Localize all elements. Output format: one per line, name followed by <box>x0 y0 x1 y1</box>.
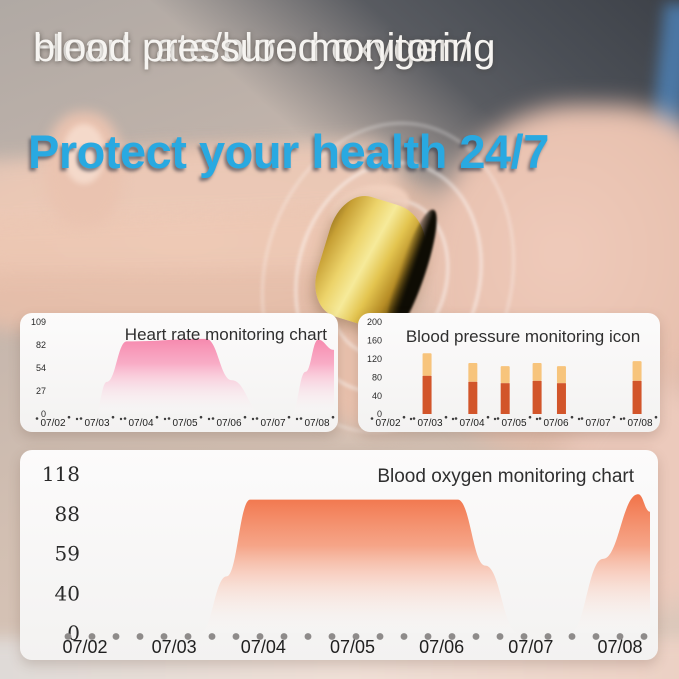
svg-text:200: 200 <box>367 317 382 327</box>
svg-text:109: 109 <box>31 317 46 327</box>
svg-text:07/04: 07/04 <box>459 418 484 429</box>
svg-text:07/07: 07/07 <box>585 418 610 429</box>
svg-text:59: 59 <box>55 542 80 566</box>
svg-text:0: 0 <box>41 409 46 419</box>
svg-text:27: 27 <box>36 386 46 396</box>
svg-text:07/07: 07/07 <box>260 418 285 429</box>
svg-text:07/02: 07/02 <box>375 418 400 429</box>
svg-text:07/07: 07/07 <box>508 637 553 657</box>
headline-line1: Heart rate/blood oxygen/ <box>33 26 472 70</box>
svg-text:07/05: 07/05 <box>172 418 197 429</box>
heart-rate-chart-svg: 0 27 54 82 109 07/02 07/03 07/04 07/05 07/06 07/07… <box>31 317 335 429</box>
heart-rate-chart-title: Heart rate monitoring chart <box>124 325 327 344</box>
svg-text:07/06: 07/06 <box>419 637 464 657</box>
svg-text:82: 82 <box>36 340 46 350</box>
svg-text:07/05: 07/05 <box>501 418 526 429</box>
svg-text:07/04: 07/04 <box>241 637 286 657</box>
svg-text:160: 160 <box>367 336 382 346</box>
svg-text:07/03: 07/03 <box>84 418 109 429</box>
svg-text:07/06: 07/06 <box>543 418 568 429</box>
svg-text:07/08: 07/08 <box>597 637 642 657</box>
svg-text:07/04: 07/04 <box>128 418 153 429</box>
blood-pressure-chart-title: Blood pressure monitoring icon <box>405 327 641 346</box>
blood-oxygen-chart-svg: 0 40 59 88 118 07/02 07/03 07/04 07/05 07/06 07/07… <box>42 462 650 657</box>
svg-text:118: 118 <box>42 462 80 486</box>
svg-text:80: 80 <box>372 372 382 382</box>
thumb-nail <box>63 124 105 184</box>
svg-text:120: 120 <box>367 354 382 364</box>
svg-text:0: 0 <box>377 409 382 419</box>
svg-text:07/08: 07/08 <box>304 418 329 429</box>
blood-oxygen-chart-panel: 0 40 59 88 118 07/02 07/03 07/04 07/05 07/06 07/07… <box>20 450 658 660</box>
blood-oxygen-chart-title: Blood oxygen monitoring chart <box>377 466 634 487</box>
blood-pressure-chart-panel: 0 40 80 120 160 200 07/02 07/03 07/04 07/05 07/06 0… <box>358 313 660 432</box>
svg-text:07/03: 07/03 <box>152 637 197 657</box>
svg-text:07/03: 07/03 <box>417 418 442 429</box>
tagline: Protect your health 24/7 <box>28 125 549 178</box>
heart-rate-chart-panel: 0 27 54 82 109 07/02 07/03 07/04 07/05 07/06 07/07… <box>20 313 338 432</box>
svg-text:88: 88 <box>55 502 80 526</box>
headline-line2: blood pressure monitoring <box>33 26 496 70</box>
svg-text:07/02: 07/02 <box>62 637 107 657</box>
svg-text:07/08: 07/08 <box>627 418 652 429</box>
svg-text:07/05: 07/05 <box>330 637 375 657</box>
svg-text:0: 0 <box>67 621 80 645</box>
svg-text:07/06: 07/06 <box>216 418 241 429</box>
svg-text:54: 54 <box>36 363 46 373</box>
svg-text:07/02: 07/02 <box>40 418 65 429</box>
svg-text:40: 40 <box>55 581 80 605</box>
blood-pressure-chart-svg: 0 40 80 120 160 200 07/02 07/03 07/04 07/05 07/06 0… <box>367 317 658 429</box>
svg-text:40: 40 <box>372 391 382 401</box>
